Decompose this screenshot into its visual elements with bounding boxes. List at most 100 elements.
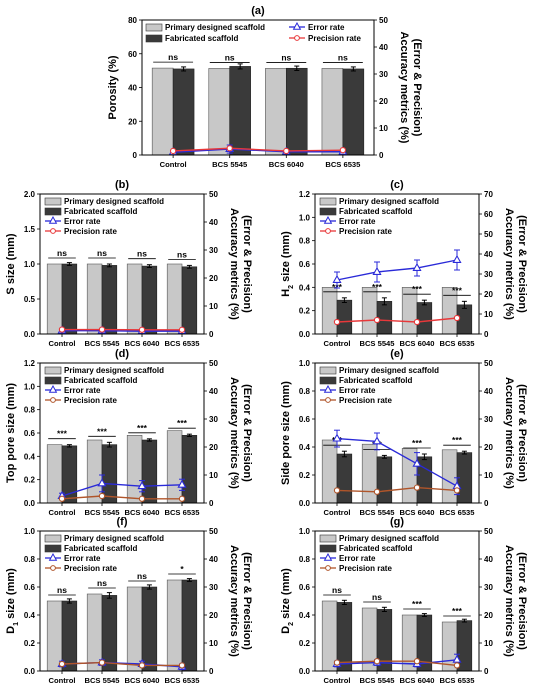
- precision-rate-marker-2: [413, 484, 421, 491]
- error-rate-marker-3: [452, 654, 462, 663]
- legend-label-precision: Precision rate: [339, 396, 392, 405]
- precision-rate-marker-3: [178, 326, 186, 333]
- significance-label-3: ***: [177, 418, 188, 428]
- y2-tick-label-3: 30: [379, 70, 388, 79]
- precision-rate-marker-3: [339, 146, 347, 154]
- y-tick-label-4: 0.8: [299, 237, 311, 246]
- bar-fabricated-1: [376, 456, 393, 504]
- significance-label-0: ns: [332, 585, 342, 595]
- legend-swatch-primary: [44, 366, 62, 375]
- y2-tick-label-2: 20: [209, 611, 218, 620]
- y-tick-label-0: 0.0: [24, 330, 36, 339]
- bar-primary-3: [166, 263, 183, 335]
- y-tick-label-5: 1.0: [299, 527, 311, 536]
- x-tick-label-0: Control: [49, 339, 76, 348]
- legend-swatch-fabricated: [319, 544, 337, 553]
- y2-axis-title-line-1: (Error & Precision): [241, 215, 253, 313]
- error-rate-marker-3: [177, 479, 187, 488]
- x-tick-label-2: BCS 6040: [399, 339, 434, 348]
- precision-rate-marker-1: [373, 658, 381, 665]
- error-rate-line: [61, 482, 183, 497]
- x-tick-label-2: BCS 6040: [124, 676, 159, 685]
- y-tick-label-4: 0.8: [299, 387, 311, 396]
- y-tick-label-0: 0.0: [299, 499, 311, 508]
- legend-marker-error: [323, 384, 333, 393]
- bar-primary-1: [86, 439, 103, 504]
- y-tick-label-0: 0: [133, 151, 138, 160]
- y2-tick-label-3: 30: [484, 583, 493, 592]
- legend-label-primary: Primary designed scaffold: [165, 23, 265, 32]
- significance-label-0: ns: [168, 52, 178, 62]
- y-axis-title: D2 size (mm): [280, 568, 295, 634]
- y2-tick-label-5: 50: [209, 190, 218, 199]
- y2-tick-label-4: 40: [484, 555, 493, 564]
- precision-rate-line: [61, 495, 182, 500]
- x-tick-label-3: BCS 6535: [164, 676, 200, 685]
- x-tick-label-0: Control: [49, 508, 76, 517]
- y2-axis-title-line-1: (Error & Precision): [516, 552, 528, 650]
- y-tick-label-5: 1.0: [299, 213, 311, 222]
- y2-tick-label-4: 40: [379, 43, 388, 52]
- bar-fabricated-0: [336, 453, 353, 504]
- legend-label-primary: Primary designed scaffold: [64, 534, 164, 543]
- significance-label-2: ***: [137, 423, 148, 433]
- bar-primary-3: [166, 579, 183, 672]
- error-rate-marker-2: [137, 481, 147, 490]
- significance-label-1: ***: [372, 282, 383, 292]
- legend-swatch-fabricated: [44, 544, 62, 553]
- y2-tick-label-1: 10: [209, 471, 218, 480]
- y-tick-label-3: 1.5: [24, 225, 36, 234]
- legend-label-error: Error rate: [64, 217, 101, 226]
- y-axis-title: Porosity (%): [107, 55, 119, 120]
- bar-primary-2: [126, 435, 143, 504]
- legend-marker-error: [323, 215, 333, 224]
- y2-tick-label-2: 20: [484, 443, 493, 452]
- significance-label-1: ns: [372, 592, 382, 602]
- bar-primary-0: [46, 444, 63, 504]
- error-rate-marker-3: [452, 254, 462, 263]
- y2-tick-label-0: 0: [379, 151, 384, 160]
- y-tick-label-2: 0.4: [24, 452, 36, 461]
- y-tick-label-1: 0.2: [299, 639, 311, 648]
- bar-fabricated-0: [172, 68, 195, 156]
- y-tick-label-0: 0.0: [24, 667, 36, 676]
- y2-axis-title-line-1: (Error & Precision): [241, 384, 253, 482]
- legend-label-fabricated: Fabricated scaffold: [64, 544, 137, 553]
- y2-tick-label-1: 10: [484, 310, 493, 319]
- significance-label-2: ***: [412, 599, 423, 609]
- y2-tick-label-3: 30: [484, 270, 493, 279]
- precision-rate-marker-0: [58, 495, 66, 502]
- panel-letter: (e): [390, 348, 404, 360]
- y-tick-label-2: 0.4: [24, 611, 36, 620]
- y2-tick-label-2: 20: [209, 443, 218, 452]
- legend-label-precision: Precision rate: [339, 227, 392, 236]
- legend-label-precision: Precision rate: [308, 34, 361, 43]
- error-rate-line: [173, 148, 343, 153]
- significance-label-2: ns: [137, 249, 147, 259]
- y2-axis-title-line-0: Accuracy metrics (%): [228, 545, 240, 657]
- legend-label-error: Error rate: [64, 554, 101, 563]
- error-rate-line: [336, 437, 458, 487]
- y-tick-label-6: 1.2: [299, 190, 311, 199]
- y2-tick-label-5: 50: [484, 527, 493, 536]
- y-axis-title: Top pore size (mm): [5, 383, 17, 483]
- bar-primary-2: [265, 68, 287, 156]
- y-tick-label-2: 0.4: [299, 443, 311, 452]
- y-tick-label-3: 0.6: [299, 260, 311, 269]
- y-tick-label-1: 20: [128, 117, 137, 126]
- precision-rate-marker-2: [283, 147, 290, 155]
- bar-fabricated-2: [285, 67, 308, 156]
- significance-label-1: ns: [97, 248, 107, 258]
- significance-label-1: ns: [225, 52, 235, 62]
- significance-label-0: ns: [57, 585, 67, 595]
- y-tick-label-1: 0.2: [24, 639, 36, 648]
- legend-marker-precision: [50, 565, 56, 571]
- error-rate-line: [336, 259, 458, 281]
- y2-tick-label-3: 30: [209, 415, 218, 424]
- bar-primary-2: [126, 586, 143, 672]
- x-tick-label-1: BCS 5545: [84, 508, 120, 517]
